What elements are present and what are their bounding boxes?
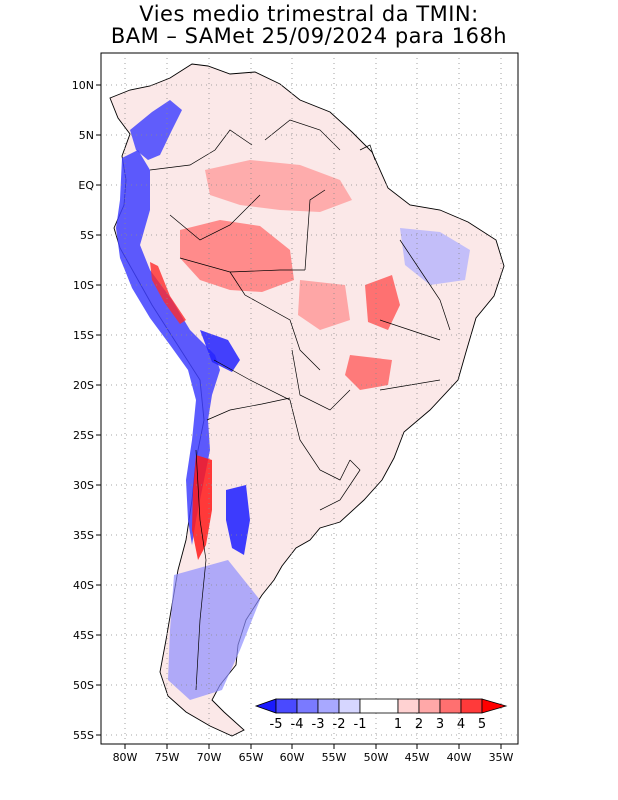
peru-red-flecks [150,262,186,324]
colorbar-label-m3: -3 [312,717,325,732]
colorbar: -5 -4 -3 -2 -1 1 2 3 4 5 [254,698,508,732]
lon-label-65w: 65W [239,751,264,764]
colorbar-swatch-7 [418,698,441,714]
argentina-blue [226,485,250,555]
colorbar-swatch-3 [317,698,340,714]
colorbar-swatch-9 [460,698,483,714]
southeast-red [345,355,392,390]
colorbar-label-p3: 3 [436,717,444,732]
chile-red [192,455,212,560]
lon-label-75w: 75W [155,751,180,764]
lat-label-5n: 5N [79,129,94,142]
colorbar-swatch-8 [439,698,462,714]
amazon-north-red [205,160,352,212]
lon-label-50w: 50W [364,751,389,764]
axis-ticks [96,84,502,749]
lat-label-30s: 30S [73,479,94,492]
lon-label-80w: 80W [113,751,138,764]
lat-label-15s: 15S [73,329,94,342]
map-title-line2: BAM – SAMet 25/09/2024 para 168h [110,24,508,48]
lat-label-25s: 25S [73,429,94,442]
lat-label-50s: 50S [73,679,94,692]
colorbar-label-p2: 2 [415,717,423,732]
colorbar-swatch-4 [338,698,361,714]
lat-label-10s: 10S [73,279,94,292]
lat-label-40s: 40S [73,579,94,592]
colorbar-label-p4: 4 [457,717,465,732]
central-brazil-red [365,275,400,330]
colorbar-label-m2: -2 [333,717,346,732]
andes-north-blue [130,100,182,160]
latitude-labels: 10N 5N EQ 5S 10S 15S 20S 25S 30S 35S 40S… [72,79,95,742]
colorbar-label-m1: -1 [354,717,367,732]
colorbar-label-m5: -5 [270,717,283,732]
colorbar-arrow-right [481,698,508,714]
colorbar-swatch-5 [359,698,399,714]
colorbar-label-p5: 5 [478,717,486,732]
country-borders [149,119,451,691]
lat-label-35s: 35S [73,529,94,542]
andes-negative-bias [116,150,220,545]
lat-label-55s: 55S [73,729,94,742]
map-gridlines [101,53,518,744]
lon-label-60w: 60W [280,751,305,764]
lon-label-55w: 55W [322,751,347,764]
lon-label-70w: 70W [197,751,222,764]
patagonia-blue [168,560,260,700]
colorbar-label-p1: 1 [394,717,402,732]
lon-label-45w: 45W [405,751,430,764]
map-title-line1: Vies medio trimestral da TMIN: [139,2,479,26]
longitude-labels: 80W 75W 70W 65W 60W 55W 50W 45W 40W 35W [113,751,514,764]
bolivia-blue [200,330,240,372]
lat-label-5s: 5S [80,229,94,242]
colorbar-swatch-2 [296,698,319,714]
lat-label-20s: 20S [73,379,94,392]
colorbar-label-m4: -4 [291,717,304,732]
colorbar-swatch-6 [397,698,420,714]
amazon-positive-bias [180,220,294,292]
lon-label-35w: 35W [489,751,514,764]
mato-grosso-red [298,280,350,330]
lat-label-eq: EQ [78,179,94,192]
lon-label-40w: 40W [447,751,472,764]
lat-label-10n: 10N [72,79,94,92]
colorbar-swatch-1 [275,698,298,714]
northeast-blue [400,228,470,285]
lat-label-45s: 45S [73,629,94,642]
